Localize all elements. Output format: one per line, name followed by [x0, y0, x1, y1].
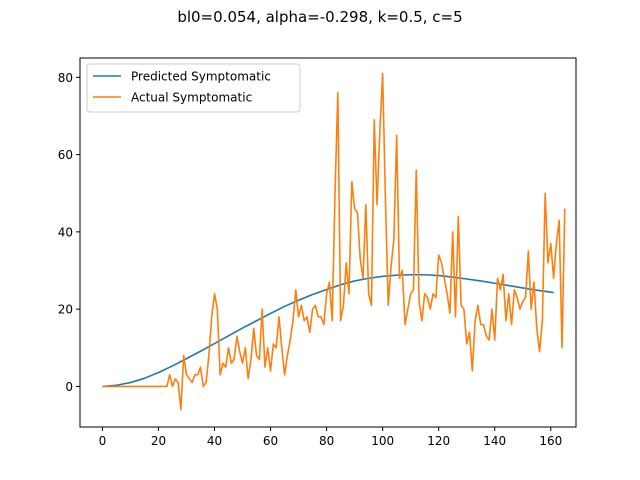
- x-tick-label: 0: [99, 434, 107, 448]
- y-tick-label: 60: [58, 148, 73, 162]
- x-tick-label: 100: [371, 434, 394, 448]
- x-tick-label: 140: [483, 434, 506, 448]
- x-tick-label: 120: [427, 434, 450, 448]
- plot-area: 0 20 40 60 80 100 120 140 160 0 20 40 60 80: [58, 57, 577, 448]
- legend-box: [86, 63, 301, 113]
- y-tick-label: 40: [58, 225, 73, 239]
- legend: Predicted Symptomatic Actual Symptomatic: [86, 63, 301, 113]
- x-tick-label: 160: [539, 434, 562, 448]
- x-tick-label: 20: [151, 434, 166, 448]
- x-axis: 0 20 40 60 80 100 120 140 160: [99, 427, 562, 448]
- chart-title: bl0=0.054, alpha=-0.298, k=0.5, c=5: [177, 8, 462, 26]
- x-tick-label: 40: [207, 434, 222, 448]
- x-tick-label: 60: [263, 434, 278, 448]
- series-line-predicted-symptomatic: [102, 273, 554, 388]
- y-axis: 0 20 40 60 80: [58, 71, 80, 394]
- legend-label: Predicted Symptomatic: [131, 70, 271, 84]
- x-tick-label: 80: [319, 434, 334, 448]
- axes-frame: [79, 57, 577, 428]
- y-tick-label: 80: [58, 71, 73, 85]
- y-tick-label: 20: [58, 303, 73, 317]
- series-line-actual-symptomatic: [102, 72, 566, 411]
- legend-label: Actual Symptomatic: [131, 91, 252, 105]
- series-layer: [102, 72, 566, 411]
- y-tick-label: 0: [65, 380, 73, 394]
